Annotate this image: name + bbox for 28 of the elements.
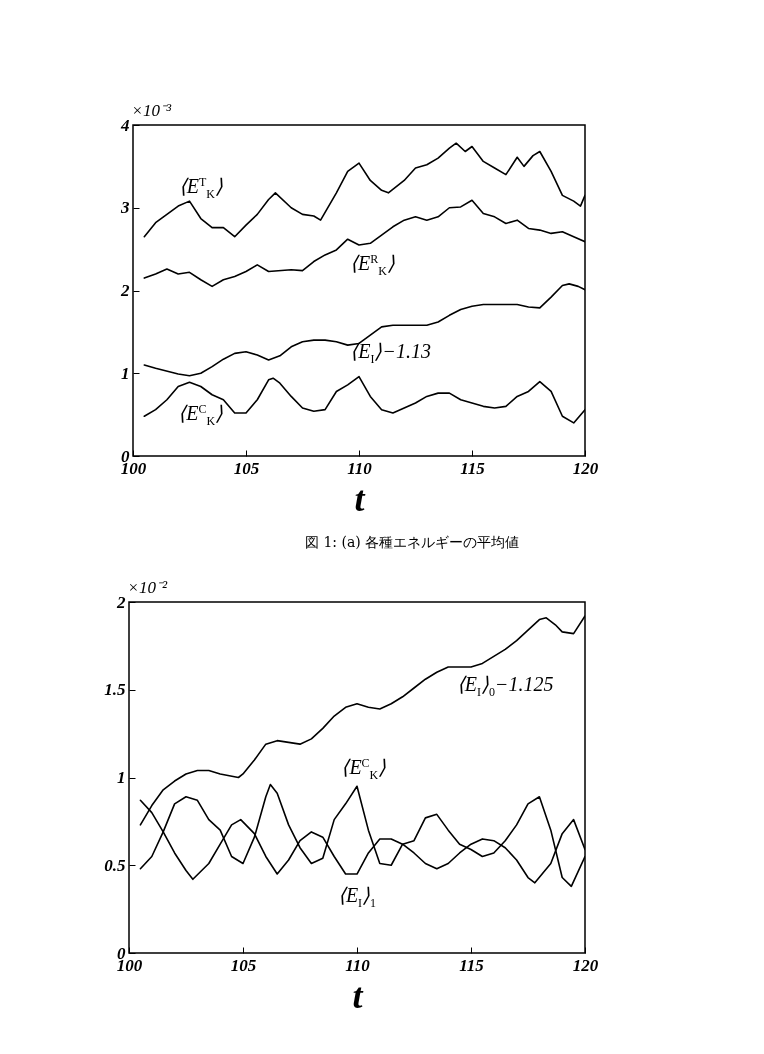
y-tick-label: 1 [121, 363, 130, 383]
y-tick-label: 1.5 [104, 680, 126, 700]
y-tick-label: 3 [120, 198, 130, 218]
x-tick-label: 110 [345, 955, 371, 975]
series-label: ⟨E$_{I}$⟩−1.13 [350, 339, 431, 366]
x-tick-label: 115 [460, 458, 486, 478]
series-label: ⟨E$_{I}$⟩$_{0}$−1.125 [456, 673, 554, 700]
series-label: ⟨E$_{I}$⟩$_{1}$ [337, 883, 377, 910]
x-tick-label: 105 [233, 458, 260, 478]
y-tick-label: 0.5 [104, 855, 126, 875]
y-tick-label: 2 [116, 592, 126, 612]
x-axis-title: t [354, 478, 366, 519]
series-label: ⟨E$^{R}$$_{K}$⟩ [350, 251, 395, 279]
series-label: ⟨E$^{C}$$_{K}$⟩ [178, 401, 224, 428]
x-tick-label: 115 [459, 955, 485, 975]
caption: 図 1: (a) 各種エネルギーの平均値 [305, 534, 520, 552]
y-axis-title: ×10⁻³ [131, 100, 172, 120]
x-tick-label: 110 [347, 458, 373, 478]
x-tick-label: 105 [230, 955, 257, 975]
y-tick-label: 1 [117, 768, 126, 787]
series-label: ⟨E$^{C}$$_{K}$⟩ [341, 755, 387, 783]
x-tick-label: 120 [572, 458, 599, 478]
y-tick-label: 4 [120, 115, 130, 135]
x-axis-title: t [352, 975, 364, 1016]
x-tick-label: 120 [572, 955, 599, 975]
y-axis-title: ×10⁻² [127, 577, 168, 597]
y-tick-label: 2 [120, 281, 130, 300]
series-label: ⟨E$^{T}$$_{K}$⟩ [178, 174, 223, 202]
